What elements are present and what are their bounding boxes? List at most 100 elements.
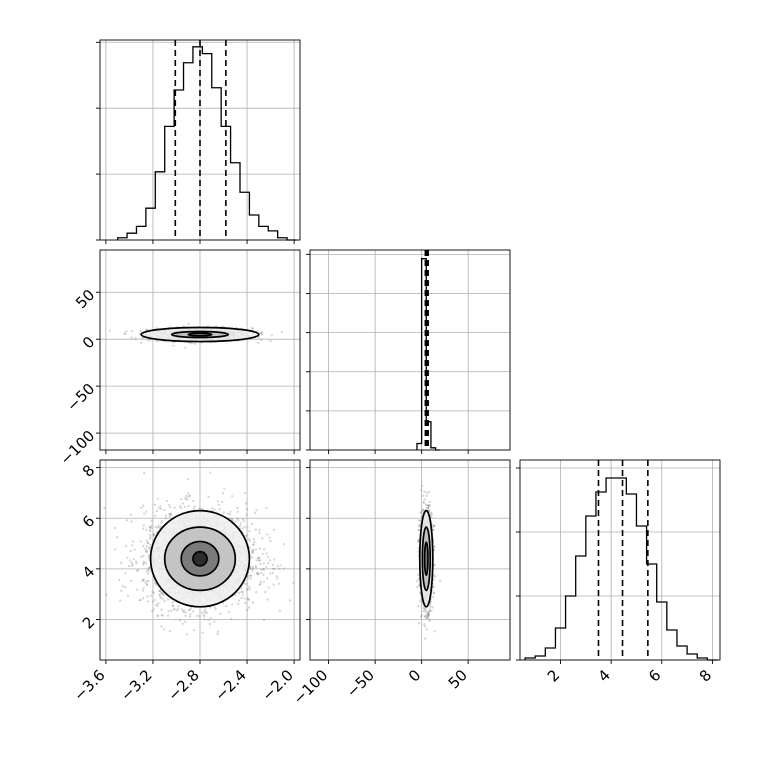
sample-point bbox=[153, 534, 156, 537]
sample-point bbox=[135, 562, 138, 565]
sample-point bbox=[241, 593, 244, 597]
sample-point bbox=[158, 589, 161, 593]
y-tick-label: 6 bbox=[79, 512, 98, 531]
sample-point bbox=[433, 563, 436, 566]
sample-point bbox=[228, 513, 231, 516]
sample-point bbox=[417, 519, 420, 522]
sample-point bbox=[239, 524, 242, 527]
sample-point bbox=[216, 630, 220, 633]
sample-point bbox=[131, 544, 134, 547]
sample-point bbox=[257, 556, 260, 559]
sample-point bbox=[246, 508, 249, 511]
sample-point bbox=[243, 525, 246, 528]
sample-point bbox=[248, 546, 251, 549]
sample-point bbox=[252, 543, 255, 546]
sample-point bbox=[149, 529, 152, 532]
sample-point bbox=[421, 508, 424, 512]
sample-point bbox=[105, 593, 108, 597]
sample-point bbox=[427, 506, 430, 509]
panel-hist-1 bbox=[306, 249, 511, 454]
sample-point bbox=[207, 619, 210, 622]
sample-point bbox=[187, 495, 190, 498]
sample-point bbox=[145, 551, 148, 554]
sample-point bbox=[225, 604, 228, 608]
sample-point bbox=[145, 545, 148, 548]
sample-point bbox=[136, 569, 139, 572]
sample-point bbox=[158, 526, 161, 530]
sample-point bbox=[125, 545, 128, 548]
sample-point bbox=[229, 517, 232, 520]
sample-point bbox=[270, 334, 273, 337]
sample-point bbox=[426, 616, 429, 619]
sample-point bbox=[419, 615, 423, 619]
sample-point bbox=[432, 524, 435, 528]
sample-point bbox=[124, 572, 127, 575]
sample-point bbox=[236, 507, 239, 510]
sample-point bbox=[189, 606, 192, 610]
sample-point bbox=[417, 605, 420, 608]
sample-point bbox=[166, 499, 169, 502]
sample-point bbox=[164, 517, 167, 520]
grid bbox=[100, 250, 300, 450]
y-tick-label: 2 bbox=[79, 613, 98, 632]
sample-point bbox=[239, 522, 242, 525]
sample-point bbox=[210, 506, 214, 509]
sample-point bbox=[424, 610, 427, 613]
sample-point bbox=[257, 341, 260, 344]
sample-point bbox=[268, 536, 271, 540]
sample-point bbox=[219, 612, 222, 616]
sample-point bbox=[160, 592, 163, 595]
sample-point bbox=[143, 560, 146, 563]
sample-point bbox=[251, 565, 254, 569]
x-tick-label: −50 bbox=[343, 666, 378, 701]
sample-point bbox=[193, 629, 196, 632]
sample-point bbox=[194, 342, 197, 345]
sample-point bbox=[251, 327, 254, 330]
sample-point bbox=[429, 603, 432, 606]
sample-point bbox=[145, 549, 148, 552]
sample-point bbox=[262, 562, 265, 565]
sample-point bbox=[231, 495, 234, 498]
sample-point bbox=[262, 567, 265, 571]
sample-point bbox=[201, 611, 204, 614]
sample-point bbox=[247, 538, 250, 541]
sample-point bbox=[426, 614, 429, 617]
sample-point bbox=[161, 592, 164, 595]
sample-point bbox=[142, 524, 145, 527]
sample-point bbox=[135, 588, 138, 591]
sample-point bbox=[177, 605, 180, 608]
sample-point bbox=[150, 524, 153, 527]
sample-point bbox=[144, 562, 148, 565]
panel-hist-0 bbox=[96, 39, 301, 244]
sample-point bbox=[175, 609, 179, 612]
sample-point bbox=[256, 573, 259, 576]
sample-point bbox=[145, 570, 148, 573]
sample-point bbox=[216, 632, 219, 636]
sample-point bbox=[271, 571, 274, 575]
sample-point bbox=[257, 556, 260, 560]
sample-point bbox=[154, 514, 157, 518]
sample-point bbox=[163, 599, 166, 603]
sample-point bbox=[417, 550, 420, 553]
sample-point bbox=[186, 633, 189, 636]
sample-point bbox=[280, 330, 283, 333]
sample-point bbox=[160, 525, 163, 528]
sample-point bbox=[260, 568, 263, 571]
sample-point bbox=[146, 595, 149, 598]
sample-point bbox=[418, 528, 421, 531]
sample-point bbox=[144, 328, 148, 331]
sample-point bbox=[149, 536, 152, 539]
sample-point bbox=[146, 572, 150, 575]
x-tick-label: −2.4 bbox=[211, 666, 249, 704]
sample-point bbox=[269, 559, 272, 562]
sample-point bbox=[243, 597, 246, 600]
sample-point bbox=[147, 339, 150, 342]
sample-point bbox=[163, 628, 166, 631]
sample-point bbox=[146, 541, 149, 544]
sample-point bbox=[164, 514, 168, 517]
sample-point bbox=[201, 631, 204, 634]
x-tick-label: 6 bbox=[645, 666, 664, 685]
sample-point bbox=[180, 506, 183, 509]
sample-point bbox=[179, 505, 182, 508]
sample-point bbox=[255, 509, 258, 512]
